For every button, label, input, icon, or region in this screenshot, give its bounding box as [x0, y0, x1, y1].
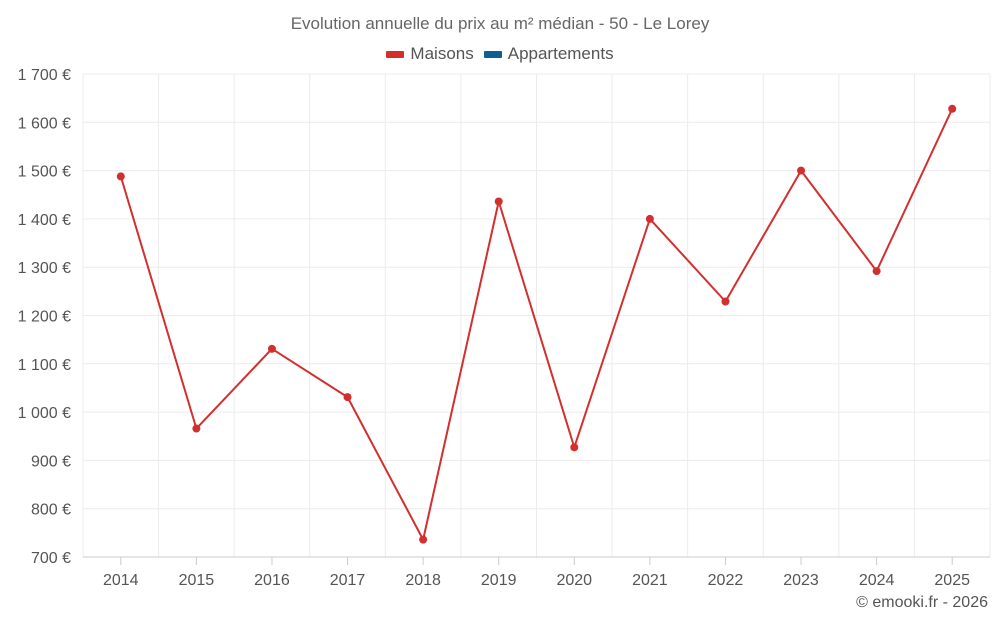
legend-label-appartements: Appartements	[507, 44, 614, 63]
x-tick-labels: 2014 2015 2016 2017 2018 2019 2020 2021 2022 2023…	[103, 572, 970, 589]
legend-swatch-maisons	[386, 50, 405, 58]
x-tick-label: 2014	[103, 572, 139, 589]
legend: Maisons Appartements	[0, 44, 1000, 64]
data-point-maisons	[797, 166, 806, 175]
x-tick-label: 2021	[632, 572, 668, 589]
x-tick-label: 2022	[708, 572, 744, 589]
chart-title: Evolution annuelle du prix au m² médian …	[290, 14, 710, 33]
y-tick-labels: 700 € 800 € 900 € 1 000 € 1 100 € 1 200 € 1 30…	[18, 67, 71, 567]
y-tick-label: 1 400 €	[18, 212, 71, 229]
x-tick-label: 2024	[859, 572, 895, 589]
legend-item-maisons[interactable]: Maisons	[386, 44, 474, 64]
y-tick-label: 1 000 €	[18, 405, 71, 422]
data-point-maisons	[570, 443, 579, 452]
x-tick-label: 2016	[254, 572, 290, 589]
legend-item-appartements[interactable]: Appartements	[483, 44, 614, 64]
y-tick-label: 800 €	[31, 502, 71, 519]
data-point-maisons	[116, 172, 125, 181]
data-point-maisons	[267, 344, 276, 353]
x-tick-label: 2015	[179, 572, 215, 589]
series	[116, 104, 957, 544]
series-line-maisons	[119, 108, 954, 541]
data-point-maisons	[948, 104, 957, 113]
data-point-maisons	[645, 214, 654, 223]
y-tick-label: 1 100 €	[18, 357, 71, 374]
x-tick-label: 2017	[330, 572, 366, 589]
y-tick-label: 900 €	[31, 453, 71, 470]
legend-label-maisons: Maisons	[410, 44, 474, 63]
y-tick-label: 1 700 €	[18, 67, 71, 84]
legend-swatch-appartements	[483, 50, 502, 58]
y-tick-label: 700 €	[31, 550, 71, 567]
y-tick-label: 1 600 €	[18, 115, 71, 132]
data-point-maisons	[872, 267, 881, 276]
y-tick-label: 1 300 €	[18, 260, 71, 277]
x-tick-label: 2020	[556, 572, 592, 589]
data-point-maisons	[192, 424, 201, 433]
data-point-maisons	[419, 535, 428, 544]
data-point-maisons	[494, 197, 503, 206]
axes	[83, 556, 990, 565]
y-tick-label: 1 200 €	[18, 309, 71, 326]
data-point-maisons	[721, 297, 730, 306]
x-tick-label: 2018	[405, 572, 441, 589]
x-tick-label: 2019	[481, 572, 517, 589]
grid	[82, 73, 991, 557]
data-point-maisons	[343, 393, 352, 402]
y-tick-label: 1 500 €	[18, 164, 71, 181]
credit-text: © emooki.fr - 2026	[856, 594, 988, 611]
x-tick-label: 2023	[783, 572, 819, 589]
x-tick-label: 2025	[934, 572, 970, 589]
